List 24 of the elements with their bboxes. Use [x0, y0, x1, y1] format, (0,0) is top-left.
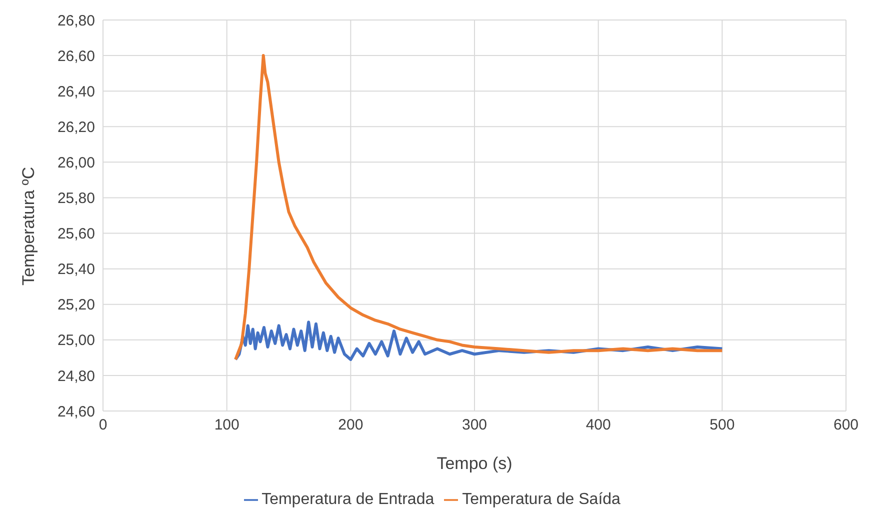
x-axis-title: Tempo (s) [436, 454, 512, 473]
y-tick-label: 26,00 [57, 154, 95, 172]
y-tick-label: 25,20 [57, 296, 95, 314]
y-tick-label: 25,00 [57, 332, 95, 350]
y-tick-label: 25,40 [57, 261, 95, 278]
x-tick-label: 600 [833, 416, 859, 434]
y-tick-label: 24,80 [57, 368, 95, 385]
y-tick-label: 24,60 [57, 403, 95, 420]
x-tick-label: 0 [98, 416, 108, 434]
y-tick-label: 26,80 [57, 12, 95, 30]
y-tick-label: 26,60 [57, 48, 95, 65]
x-tick-label: 200 [338, 416, 364, 434]
y-tick-label: 25,80 [57, 190, 95, 208]
y-tick-label: 26,40 [57, 83, 95, 100]
x-tick-label: 500 [710, 416, 735, 434]
x-tick-label: 300 [462, 416, 488, 434]
x-tick-label: 400 [586, 416, 611, 434]
line-series [234, 54, 724, 361]
legend-label: Temperatura de Entrada [262, 491, 434, 508]
y-tick-label: 25,60 [57, 226, 95, 243]
legend-label: Temperatura de Saída [462, 491, 620, 508]
y-tick-label: 26,20 [57, 118, 95, 136]
y-axis-title: Temperatura ºC [19, 166, 38, 286]
x-tick-label: 100 [214, 416, 240, 434]
